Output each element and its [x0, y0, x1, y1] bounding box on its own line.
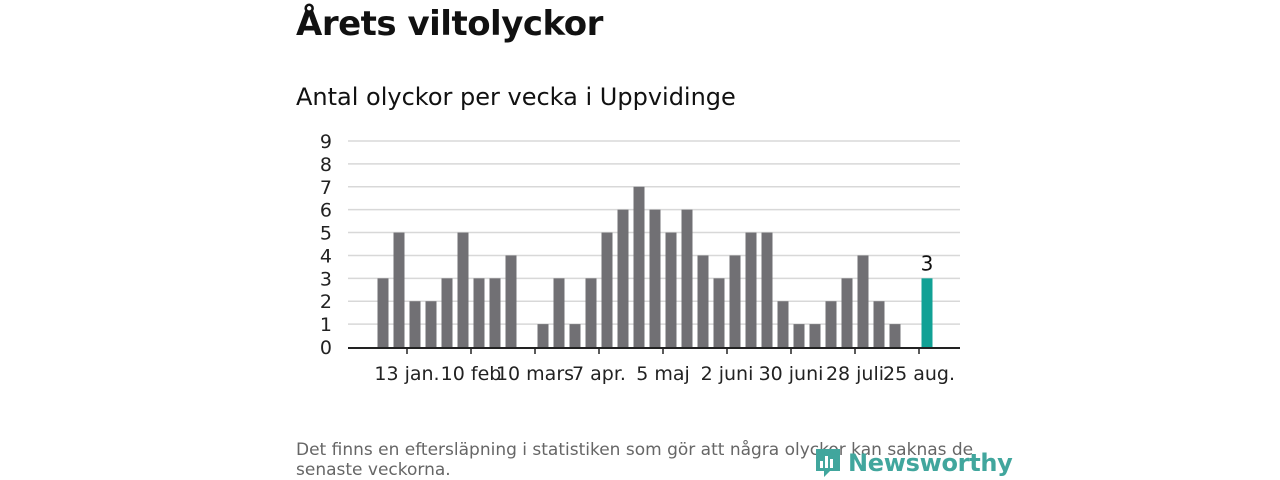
x-tick-label: 30 juni [759, 363, 824, 385]
x-tick-label: 7 apr. [572, 363, 626, 385]
bar [473, 278, 485, 347]
chart-title: Årets viltolyckor [296, 4, 603, 44]
bar [793, 324, 805, 347]
bar [569, 324, 581, 347]
bar [393, 232, 405, 347]
bar [681, 209, 693, 347]
y-tick-label: 9 [320, 131, 332, 153]
bar-value-label: 3 [921, 251, 934, 275]
x-tick-label: 13 jan. [374, 363, 439, 385]
x-tick-label: 25 aug. [883, 363, 955, 385]
bar [505, 255, 517, 347]
bar [873, 301, 885, 347]
bar [601, 232, 613, 347]
bar [377, 278, 389, 347]
bars [377, 186, 933, 347]
y-tick-label: 0 [320, 337, 332, 359]
bar [409, 301, 421, 347]
bar [441, 278, 453, 347]
bar [617, 209, 629, 347]
y-tick-label: 8 [320, 154, 332, 176]
bar [585, 278, 597, 347]
x-tick-label: 10 feb [441, 363, 502, 385]
bar [537, 324, 549, 347]
newsworthy-logo-icon [816, 449, 840, 477]
bar [633, 186, 645, 347]
bar [809, 324, 821, 347]
y-tick-label: 4 [320, 245, 332, 267]
y-tick-label: 6 [320, 200, 332, 222]
y-tick-label: 3 [320, 268, 332, 290]
bar [777, 301, 789, 347]
x-tick-label: 5 maj [636, 363, 690, 385]
y-tick-label: 7 [320, 177, 332, 199]
bar [825, 301, 837, 347]
bar [553, 278, 565, 347]
bar [889, 324, 901, 347]
bar [713, 278, 725, 347]
x-tick-label: 28 juli [826, 363, 884, 385]
bar [457, 232, 469, 347]
bar [697, 255, 709, 347]
bar [761, 232, 773, 347]
footnote: Det finns en eftersläpning i statistiken… [296, 440, 974, 480]
x-tick-label: 10 mars [496, 363, 574, 385]
newsworthy-logo-text: Newsworthy [848, 449, 1013, 477]
bar [649, 209, 661, 347]
data-labels: 3 [921, 251, 934, 275]
bar [841, 278, 853, 347]
bar [665, 232, 677, 347]
x-tick-label: 2 juni [701, 363, 754, 385]
y-tick-label: 5 [320, 223, 332, 245]
bar [425, 301, 437, 347]
bar-highlight [921, 278, 933, 347]
bar [857, 255, 869, 347]
bar [489, 278, 501, 347]
y-tick-label: 2 [320, 291, 332, 313]
bar [745, 232, 757, 347]
chart-subtitle: Antal olyckor per vecka i Uppvidinge [296, 83, 736, 111]
newsworthy-logo: Newsworthy [814, 447, 1013, 479]
bar [729, 255, 741, 347]
y-tick-label: 1 [320, 314, 332, 336]
